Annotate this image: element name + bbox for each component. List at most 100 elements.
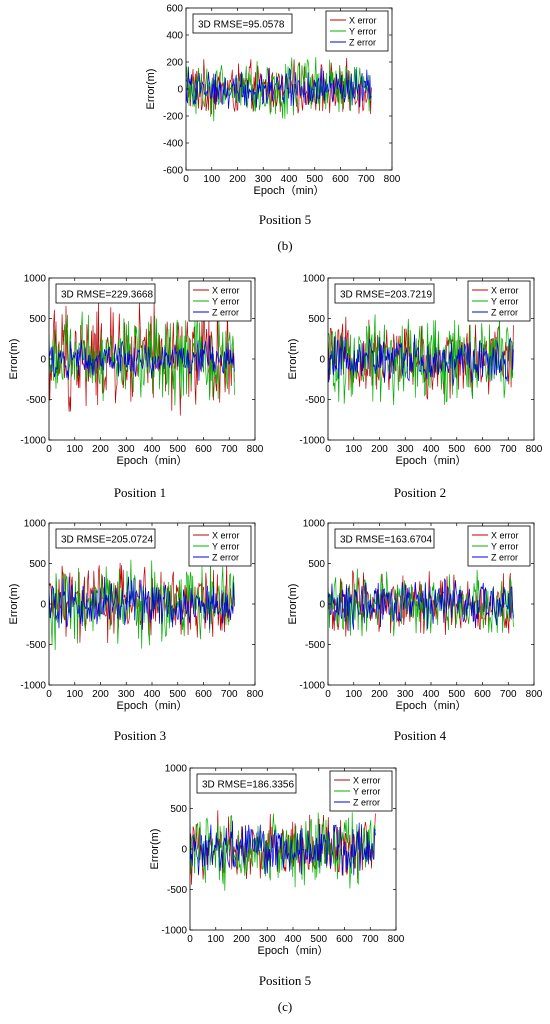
x-tick-label: 600	[474, 689, 491, 700]
series-line-y-error	[49, 311, 235, 406]
x-tick-label: 200	[371, 444, 388, 455]
rmse-annotation-box	[334, 528, 435, 549]
legend-entry: X error	[212, 286, 240, 296]
legend-entry: Z error	[349, 38, 376, 48]
x-tick-label: 100	[345, 444, 362, 455]
legend-entry: Y error	[491, 542, 518, 552]
series-line-z-error	[190, 820, 376, 876]
y-tick-label: -500	[305, 640, 325, 651]
x-axis-label: Epoch（min）	[254, 184, 325, 197]
chart-5: 0 100 200 300 400 500 600 700 800 -1000 -500 0 500 10…	[287, 519, 543, 713]
x-tick-label: 700	[221, 444, 238, 455]
y-tick-label: -500	[305, 395, 325, 406]
x-tick-label: 200	[371, 689, 388, 700]
y-tick-label: -1000	[20, 681, 46, 692]
y-tick-label: 0	[40, 355, 46, 366]
rmse-annotation: 3D RMSE=186.3356	[202, 780, 294, 791]
x-tick-label: 100	[66, 444, 83, 455]
legend-entry: Y error	[349, 27, 376, 37]
y-tick-label: -1000	[299, 436, 325, 447]
x-tick-label: 300	[259, 934, 276, 945]
y-tick-label: -600	[163, 166, 183, 177]
y-axis-label: Error(m)	[287, 584, 299, 625]
x-tick-label: 500	[306, 174, 323, 185]
x-tick-label: 300	[397, 444, 414, 455]
x-tick-label: 600	[195, 444, 212, 455]
rmse-annotation: 3D RMSE=163.6704	[340, 535, 432, 546]
caption-b-position-5: Position 5	[258, 212, 312, 227]
y-tick-label: 0	[177, 85, 183, 96]
caption-c-position-3: Position 3	[113, 728, 167, 743]
x-tick-label: 600	[474, 444, 491, 455]
y-tick-label: 500	[308, 314, 325, 325]
x-tick-label: 500	[448, 689, 465, 700]
y-tick-label: -200	[163, 112, 183, 123]
x-tick-label: 600	[195, 689, 212, 700]
y-tick-label: -400	[163, 139, 183, 150]
rmse-annotation: 3D RMSE=229.3668	[61, 290, 153, 301]
legend-entry: Z error	[491, 308, 518, 318]
x-tick-label: 400	[144, 444, 161, 455]
legend-entry: X error	[212, 531, 240, 541]
y-tick-label: 500	[29, 314, 46, 325]
y-axis-label: Error(m)	[287, 339, 299, 380]
x-axis-label: Epoch（min）	[117, 454, 188, 467]
x-tick-label: 800	[384, 174, 401, 185]
chart-2: 0 100 200 300 400 500 600 700 800 -1000 -500 0 500 10…	[8, 274, 264, 468]
legend-box	[188, 280, 252, 322]
x-tick-label: 200	[92, 444, 109, 455]
y-tick-label: -500	[26, 395, 46, 406]
legend-entry: Z error	[353, 798, 380, 808]
x-tick-label: 700	[500, 444, 517, 455]
y-tick-label: 200	[166, 58, 183, 69]
rmse-annotation: 3D RMSE=205.0724	[61, 535, 153, 546]
x-tick-label: 300	[397, 689, 414, 700]
y-tick-label: 0	[319, 355, 325, 366]
series-line-z-error	[328, 334, 514, 386]
rmse-annotation-box	[55, 283, 156, 304]
x-tick-label: 500	[448, 444, 465, 455]
y-tick-label: 0	[181, 845, 187, 856]
legend-entry: Z error	[491, 553, 518, 563]
rmse-annotation-box	[192, 13, 293, 34]
y-tick-label: 0	[319, 600, 325, 611]
x-tick-label: 0	[46, 689, 52, 700]
chart-4: 0 100 200 300 400 500 600 700 800 -1000 -500 0 500 10…	[8, 519, 264, 713]
panel-label-b: (b)	[277, 238, 293, 253]
x-tick-label: 700	[358, 174, 375, 185]
caption-c-position-5: Position 5	[258, 973, 312, 988]
legend-entry: X error	[353, 776, 381, 786]
y-tick-label: 500	[308, 559, 325, 570]
rmse-annotation-box	[55, 528, 156, 549]
y-axis-label: Error(m)	[149, 829, 161, 870]
legend-entry: Y error	[212, 297, 239, 307]
caption-c-position-2: Position 2	[393, 485, 447, 500]
y-tick-label: 1000	[303, 274, 326, 285]
y-tick-label: -1000	[299, 681, 325, 692]
x-tick-label: 300	[118, 689, 135, 700]
legend-entry: Y error	[353, 787, 380, 797]
x-tick-label: 700	[500, 689, 517, 700]
x-tick-label: 200	[233, 934, 250, 945]
x-tick-label: 300	[118, 444, 135, 455]
y-tick-label: -1000	[20, 436, 46, 447]
y-tick-label: 1000	[24, 519, 47, 530]
x-tick-label: 800	[247, 689, 264, 700]
legend-entry: X error	[491, 286, 519, 296]
series-line-y-error	[186, 57, 372, 122]
x-axis-label: Epoch（min）	[258, 944, 329, 957]
panel-label-c: (c)	[277, 999, 293, 1014]
x-tick-label: 700	[221, 689, 238, 700]
legend-entry: X error	[491, 531, 519, 541]
x-tick-label: 200	[229, 174, 246, 185]
legend-entry: X error	[349, 16, 377, 26]
x-tick-label: 600	[332, 174, 349, 185]
x-tick-label: 100	[203, 174, 220, 185]
rmse-annotation: 3D RMSE=95.0578	[198, 20, 285, 31]
y-tick-label: 1000	[303, 519, 326, 530]
y-tick-label: -500	[167, 885, 187, 896]
y-tick-label: 500	[170, 804, 187, 815]
series-line-x-error	[49, 299, 235, 416]
series-line-x-error	[328, 570, 514, 637]
